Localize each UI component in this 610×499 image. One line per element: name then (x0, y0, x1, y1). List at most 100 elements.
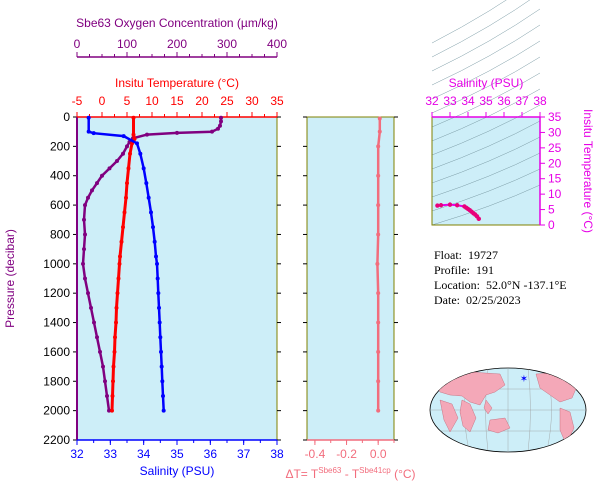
data-point-oxygen (98, 349, 102, 354)
data-point-dt (376, 349, 381, 354)
data-point-dt (376, 320, 381, 325)
series-temperature (110, 115, 137, 413)
pressure-tick-label: 0 (63, 110, 70, 124)
data-point-ts (435, 203, 440, 208)
temperature-tick-label: 15 (170, 94, 184, 108)
temperature-tick-label: 5 (124, 94, 131, 108)
data-point-temperature (131, 132, 136, 137)
density-contour-line (431, 8, 541, 72)
data-point-salinity (151, 225, 155, 230)
ts-temperature-tick-label: 25 (548, 141, 562, 155)
data-point-oxygen (89, 305, 93, 310)
density-contour-line (431, 88, 541, 142)
data-point-oxygen (90, 188, 94, 193)
data-point-temperature (114, 305, 119, 310)
data-point-salinity (161, 393, 165, 398)
data-point-oxygen (95, 181, 99, 186)
data-point-salinity (121, 134, 126, 139)
data-point-dt (376, 408, 381, 413)
data-point-salinity (159, 349, 163, 354)
data-point-temperature (115, 291, 120, 296)
pressure-tick-label: 200 (50, 139, 70, 153)
profile-number: 191 (476, 263, 494, 277)
data-point-salinity (144, 181, 149, 186)
density-contour-line (431, 0, 531, 58)
series-line-dt (376, 118, 382, 411)
series-line-salinity (87, 117, 165, 411)
data-point-temperature (113, 335, 117, 340)
ts-temperature-tick-label: 10 (548, 187, 562, 201)
data-point-ts (455, 203, 460, 208)
delta-tick-label: 0.0 (370, 447, 387, 461)
temperature-tick-label: 0 (99, 94, 106, 108)
temperature-tick-label: 25 (220, 94, 234, 108)
data-point-temperature (126, 166, 131, 171)
data-point-oxygen (121, 151, 125, 156)
data-point-ts (476, 216, 481, 222)
oxygen-axis-label: Sbe63 Oxygen Concentration (µm/kg) (76, 16, 278, 30)
data-point-oxygen (103, 379, 107, 384)
data-point-oxygen (81, 261, 85, 266)
data-point-dt (375, 261, 380, 266)
data-point-salinity (149, 210, 153, 215)
data-point-oxygen (125, 144, 129, 149)
pressure-tick-label: 2000 (43, 404, 70, 418)
data-point-dt (376, 291, 381, 296)
data-point-salinity (155, 276, 160, 281)
data-point-oxygen (219, 115, 223, 120)
density-contour-line (431, 0, 507, 44)
data-point-oxygen (83, 276, 87, 281)
data-point-temperature (124, 195, 128, 200)
temperature-tick-label: 30 (245, 94, 259, 108)
oxygen-tick-label: 400 (267, 37, 287, 51)
data-point-oxygen (216, 126, 220, 131)
date-row: Date: 02/25/2023 (434, 293, 521, 307)
data-point-oxygen (105, 393, 109, 398)
data-point-oxygen (83, 203, 87, 208)
density-contour-line (431, 104, 541, 156)
data-point-oxygen (82, 217, 86, 222)
data-point-temperature (131, 115, 136, 120)
density-contours (431, 0, 541, 226)
data-point-salinity (138, 151, 143, 156)
pressure-tick-label: 1800 (43, 374, 70, 388)
density-contour-line (431, 184, 541, 226)
data-point-temperature (110, 408, 114, 413)
data-point-salinity (146, 195, 151, 200)
data-point-salinity (157, 320, 162, 325)
profile-panel-bg (76, 116, 278, 441)
pressure-axis-label: Pressure (decibar) (3, 229, 17, 328)
data-point-temperature (117, 261, 122, 266)
float-id: 19727 (468, 248, 499, 262)
data-point-oxygen (218, 123, 222, 128)
temperature-tick-label: 35 (270, 94, 284, 108)
data-point-salinity (141, 166, 146, 171)
salinity-tick-label: 32 (70, 447, 84, 461)
data-point-oxygen (107, 166, 112, 171)
ts-temperature-tick-label: 30 (548, 125, 562, 139)
ts-salinity-tick-label: 36 (497, 94, 511, 108)
data-point-oxygen (86, 195, 90, 200)
density-contour-line (431, 136, 541, 184)
data-point-oxygen (100, 173, 104, 178)
pressure-tick-label: 2200 (43, 433, 70, 447)
ts-temperature-tick-label: 5 (548, 203, 555, 217)
delta-axis-label: ΔT= TSbe63 - TSbe41cp (°C) (285, 466, 415, 481)
data-point-salinity (157, 305, 161, 310)
data-point-oxygen (175, 130, 179, 135)
density-contour-line (431, 72, 541, 128)
pressure-tick-label: 1200 (43, 286, 70, 300)
data-point-salinity (135, 141, 139, 146)
data-point-salinity (160, 379, 165, 384)
ts-salinity-tick-label: 38 (533, 94, 547, 108)
data-point-oxygen (92, 320, 96, 325)
float-row: Float: 19727 (434, 248, 499, 262)
data-point-salinity (86, 115, 91, 120)
temperature-tick-label: 20 (195, 94, 209, 108)
density-contour-line (431, 152, 541, 198)
ts-salinity-axis-label: Salinity (PSU) (449, 76, 524, 90)
float-info-box: Float: 19727 Profile: 191 Location: 52.0… (434, 248, 567, 308)
data-point-temperature (132, 137, 137, 142)
date-value: 02/25/2023 (466, 293, 521, 307)
